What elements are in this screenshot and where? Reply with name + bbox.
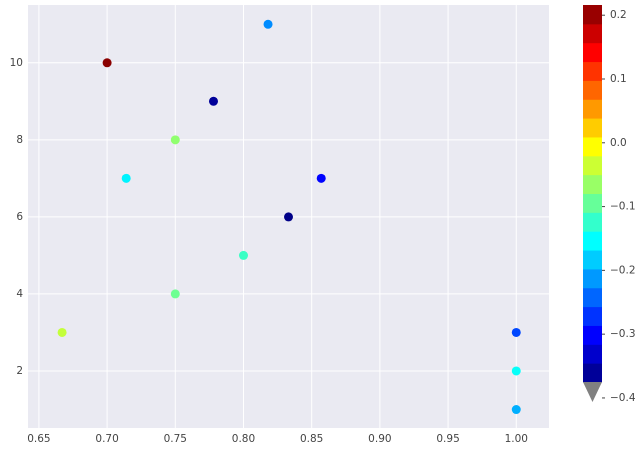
colorbar-band [583,174,602,194]
x-tick-label: 0.80 [232,433,255,445]
colorbar-band [583,344,602,364]
colorbar-band [583,250,602,270]
colorbar-tick-label: −0.1 [610,201,636,213]
colorbar-tick-label: −0.2 [610,264,636,276]
y-tick-label: 6 [16,211,23,223]
colorbar-tick-label: 0.2 [610,9,627,21]
y-tick-label: 8 [16,134,23,146]
colorbar-band [583,42,602,63]
x-tick-label: 0.65 [27,433,50,445]
colorbar-tick-label: −0.4 [610,392,636,404]
point [170,289,180,299]
point [170,135,180,145]
y-tick-label: 2 [16,365,23,377]
x-tick-label: 0.90 [368,433,391,445]
y-tick-label: 10 [10,57,23,69]
colorbar-band [583,287,602,308]
colorbar-band [583,363,602,383]
point [511,405,521,415]
point [263,19,273,29]
x-tick-label: 0.85 [300,433,323,445]
colorbar-band [583,23,602,44]
colorbar-tick-label: −0.3 [610,328,636,340]
colorbar-band [583,99,602,119]
point [284,212,293,222]
x-tick-label: 0.70 [95,433,118,445]
point [208,96,218,106]
colorbar-band [583,268,602,289]
colorbar-band [583,118,602,138]
point [511,327,521,337]
colorbar-band [583,61,602,81]
point [316,173,326,183]
colorbar-band [583,325,602,345]
colorbar-band [583,136,602,157]
x-tick-label: 0.95 [436,433,459,445]
point [57,327,67,337]
colorbar-tick-label: 0.1 [610,73,627,85]
x-tick-label: 1.00 [505,433,528,445]
point [102,58,112,68]
colorbar-extension [583,382,602,402]
point [238,250,248,260]
x-tick-label: 0.75 [164,433,187,445]
point [511,366,521,376]
colorbar-band [583,155,602,176]
colorbar-band [583,212,602,232]
colorbar-band [583,80,602,100]
colorbar-tick-label: 0.0 [610,137,627,149]
colorbar-band [583,193,602,213]
y-tick-label: 4 [16,288,23,300]
point [121,173,131,183]
colorbar-band [583,231,602,251]
colorbar-band [583,5,602,25]
colorbar-band [583,306,602,326]
